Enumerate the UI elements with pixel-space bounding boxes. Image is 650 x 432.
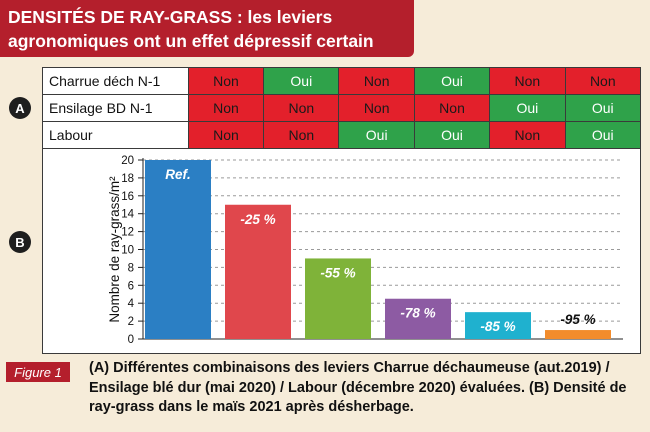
- figure-caption: (A) Différentes combinaisons des leviers…: [89, 360, 627, 415]
- lever-cell: Non: [489, 121, 566, 149]
- lever-cell: Oui: [413, 67, 491, 95]
- section-a-badge: A: [9, 97, 31, 119]
- y-tick-label: 12: [121, 227, 134, 239]
- y-tick-label: 16: [121, 191, 134, 203]
- lever-cell: Non: [187, 94, 265, 122]
- lever-cell: Non: [564, 67, 642, 95]
- chart-title: DENSITÉS DE RAY-GRASS : les leviers agro…: [0, 0, 414, 57]
- y-axis-label: Nombre de ray-grass/m²: [107, 176, 122, 323]
- lever-row-label: Ensilage BD N-1: [42, 94, 189, 122]
- lever-cell: Oui: [489, 94, 566, 122]
- bar-data-label: -85 %: [480, 319, 515, 334]
- lever-cell: Oui: [564, 94, 642, 122]
- bar-chart: Nombre de ray-grass/m² 0 2 4 6 8 10 12 14 16 18 20 R…: [107, 155, 623, 346]
- bar-data-label: -25 %: [240, 212, 275, 227]
- lever-cell: Oui: [564, 121, 642, 149]
- bar: [225, 204, 291, 339]
- lever-cell: Non: [338, 94, 415, 122]
- figure-tag: Figure 1: [6, 362, 70, 382]
- y-tick-label: 20: [121, 155, 134, 167]
- lever-cell: Oui: [413, 121, 491, 149]
- bar-data-label: Ref.: [165, 167, 191, 182]
- y-tick-label: 0: [128, 334, 134, 346]
- bar-data-label: -78 %: [400, 306, 435, 321]
- y-tick-label: 18: [121, 173, 134, 185]
- bar: [465, 312, 531, 339]
- lever-cell: Non: [263, 121, 340, 149]
- lever-cell: Oui: [263, 67, 340, 95]
- title-rest: les leviers agronomiques ont un effet dé…: [8, 7, 374, 51]
- lever-row: Charrue déch N-1 Non Oui Non Oui Non Non: [42, 67, 642, 95]
- y-tick-label: 10: [121, 245, 134, 257]
- lever-row: Ensilage BD N-1 Non Non Non Non Oui Oui: [42, 94, 642, 122]
- y-tick-label: 14: [121, 209, 134, 221]
- lever-cell: Non: [489, 67, 566, 95]
- bar: [145, 160, 211, 339]
- bar-data-label: -95 %: [560, 312, 595, 327]
- title-strong: DENSITÉS DE RAY-GRASS :: [8, 7, 243, 27]
- levers-table: Charrue déch N-1 Non Oui Non Oui Non Non Ensila…: [42, 67, 642, 149]
- lever-cell: Non: [263, 94, 340, 122]
- lever-cell: Non: [413, 94, 491, 122]
- y-tick-label: 6: [128, 280, 134, 292]
- lever-cell: Non: [187, 67, 265, 95]
- lever-row-label: Charrue déch N-1: [42, 67, 189, 95]
- bar: [305, 258, 371, 339]
- section-b-badge: B: [9, 231, 31, 253]
- lever-cell: Non: [338, 67, 415, 95]
- lever-cell: Oui: [338, 121, 415, 149]
- bar: [545, 330, 611, 339]
- y-tick-label: 2: [128, 316, 134, 328]
- lever-row: Labour Non Non Oui Oui Non Oui: [42, 121, 642, 149]
- y-tick-label: 4: [128, 298, 135, 310]
- y-tick-label: 8: [128, 262, 134, 274]
- bar-data-label: -55 %: [320, 265, 355, 280]
- bar-chart-panel: Nombre de ray-grass/m² 0 2 4 6 8 10 12 14 16 18 20 R…: [42, 149, 641, 354]
- bar: [385, 298, 451, 339]
- lever-cell: Non: [187, 121, 265, 149]
- lever-row-label: Labour: [42, 121, 189, 149]
